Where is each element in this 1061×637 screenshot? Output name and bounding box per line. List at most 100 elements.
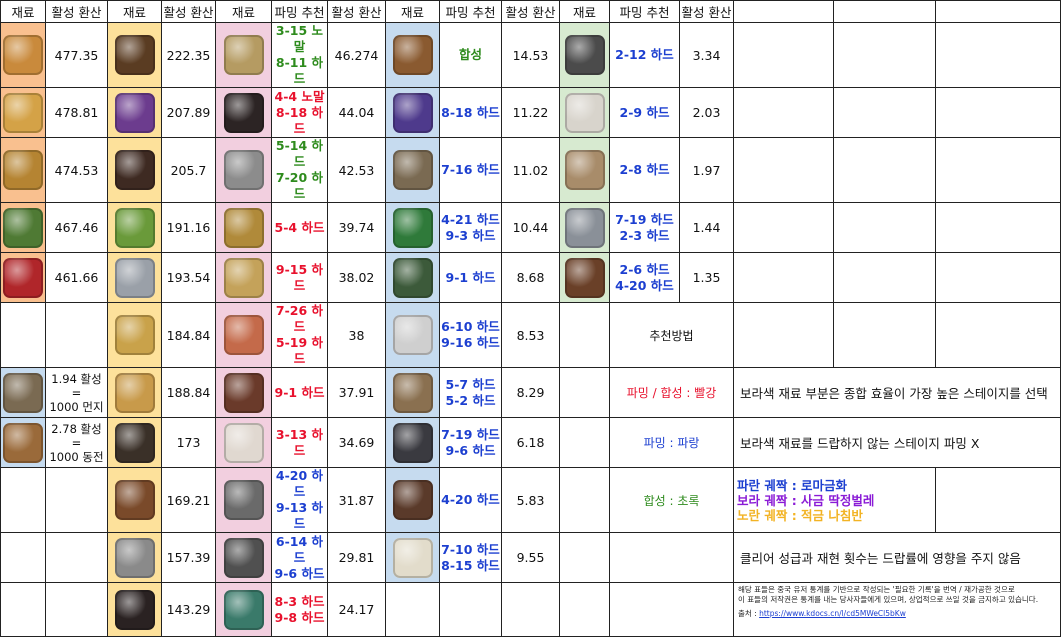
triangle-badge-icon (3, 372, 43, 413)
source-link[interactable]: https://www.kdocs.cn/l/cd5MWeCl5bKw (759, 609, 906, 618)
amber-orb-icon (114, 372, 155, 413)
brown-brush-icon (564, 257, 605, 298)
farm-stage: 5-4 하드 (271, 202, 328, 253)
header-row: 재료 활성 환산 재료 활성 환산 재료 파밍 추천 활성 환산 재료 파밍 추… (0, 0, 1061, 23)
copyright-line: 이 표들의 저작권은 통계를 내는 당사자들에게 있으며, 상업적으로 쓰일 것… (738, 595, 1039, 604)
farm-stage: 9-6 하드 (274, 565, 325, 581)
conversion-value: 34.69 (327, 417, 386, 468)
conversion-value: 31.87 (327, 467, 386, 533)
farm-stage: 8-15 하드 (441, 557, 500, 573)
table-row: 2.78 활성 = 1000 동전 173 3-13 하드 34.69 7-19 하… (0, 417, 1061, 468)
dust-ratio: 1.94 활성 (51, 371, 102, 386)
conversion-value: 6.18 (501, 417, 560, 468)
farm-stage: 8-11 하드 (275, 55, 324, 86)
conversion-value: 29.81 (327, 532, 386, 583)
conversion-value: 157.39 (161, 532, 216, 583)
farm-stage: 4-21 하드 (441, 211, 500, 227)
conversion-value: 10.44 (501, 202, 560, 253)
farm-stage: 2-9 하드 (609, 87, 680, 138)
conversion-value: 474.53 (45, 137, 108, 203)
header-material: 재료 (215, 0, 272, 23)
header-material: 재료 (107, 0, 162, 23)
header-material: 재료 (559, 0, 610, 23)
pearl-pouch-icon (223, 422, 264, 463)
legend-synth: 합성 : 초록 (609, 467, 734, 533)
copyright-line: 해당 표들은 중국 유저 통계를 기반으로 작성되는 '필요한 기록'을 번역 … (738, 585, 1015, 594)
conversion-value: 205.7 (161, 137, 216, 203)
farm-stage: 9-16 하드 (441, 335, 500, 350)
green-stone-cluster-icon (392, 257, 433, 298)
header-farming: 파밍 추천 (271, 0, 328, 23)
farm-stage: 7-20 하드 (275, 170, 324, 201)
bronze-coin-icon (3, 422, 43, 463)
header-conversion: 활성 환산 (501, 0, 560, 23)
farm-stage: 5-2 하드 (445, 392, 496, 408)
dust-amount: 1000 먼지 (49, 399, 104, 414)
farm-stage: 6-10 하드 (441, 319, 500, 334)
golden-insect-icon (114, 315, 155, 355)
conversion-value: 467.46 (45, 202, 108, 253)
dark-card-icon (223, 92, 264, 133)
conversion-value: 39.74 (327, 202, 386, 253)
parrot-figure-icon (223, 589, 264, 630)
golden-caduceus-icon (3, 92, 43, 133)
conversion-value: 1.97 (679, 137, 734, 203)
table-row: 478.81 207.89 4-4 노말 8-18 하드 44.04 8-18 하… (0, 87, 1061, 138)
table-row: 477.35 222.35 3-15 노말 8-11 하드 46.274 합성 1… (0, 22, 1061, 88)
header-empty (833, 0, 936, 23)
note-clear-rank: 클리어 성급과 재현 횟수는 드랍률에 영향을 주지 않음 (733, 532, 1061, 583)
purple-tuning-fork-icon (392, 92, 433, 133)
farm-stage: 2-6 하드 (619, 261, 670, 277)
equals-sign: = (71, 385, 82, 400)
conversion-value: 9.55 (501, 532, 560, 583)
conversion-value: 11.22 (501, 87, 560, 138)
legend-blue-chest: 파란 궤짝 : 로마금화 (737, 477, 848, 493)
header-conversion: 활성 환산 (45, 0, 108, 23)
farm-stage: 3-13 하드 (271, 417, 328, 468)
copper-locket-icon (392, 35, 433, 75)
farm-stage: 8-18 하드 (439, 87, 502, 138)
green-wreath-icon (3, 207, 43, 248)
silver-bird-icon (564, 207, 605, 248)
leather-panel-icon (223, 372, 264, 413)
conversion-value: 222.35 (161, 22, 216, 88)
red-gem-brooch-icon (3, 257, 43, 298)
glass-dome-icon (114, 422, 155, 463)
note-no-drop-stage: 보라색 재료를 드랍하지 않는 스테이지 파밍 X (733, 417, 1061, 468)
header-conversion: 활성 환산 (161, 0, 216, 23)
conversion-value: 477.35 (45, 22, 108, 88)
farm-stage: 5-14 하드 (275, 138, 324, 169)
header-empty (935, 0, 1061, 23)
farm-stage: 6-14 하드 (275, 533, 324, 565)
green-tome-icon (114, 207, 155, 248)
farm-stage: 합성 (439, 22, 502, 88)
conversion-value: 8.53 (501, 302, 560, 368)
dark-book-icon (114, 150, 155, 190)
farm-stage: 4-4 노말 (274, 88, 325, 104)
conversion-value: 24.17 (327, 582, 386, 637)
white-feather-icon (392, 537, 433, 578)
header-empty (733, 0, 834, 23)
note-purple-stage: 보라색 재료 부분은 종합 효율이 가장 높은 스테이지를 선택 (733, 367, 1061, 418)
farm-stage: 2-8 하드 (609, 137, 680, 203)
silver-quills-icon (114, 537, 155, 578)
conversion-value: 169.21 (161, 467, 216, 533)
source-label: 출처 : (738, 609, 760, 618)
header-material: 재료 (385, 0, 440, 23)
coin-ratio: 2.78 활성 (51, 421, 102, 436)
farm-stage: 2-3 하드 (619, 227, 670, 243)
header-farming: 파밍 추천 (439, 0, 502, 23)
conversion-value: 478.81 (45, 87, 108, 138)
farm-stage: 8-3 하드 (274, 593, 325, 609)
clown-figure-icon (223, 315, 264, 355)
silver-feather-icon (114, 257, 155, 298)
conversion-value: 44.04 (327, 87, 386, 138)
coin-amount: 1000 동전 (49, 449, 104, 464)
legend-purple-chest: 보라 궤짝 : 사금 딱정벌레 (737, 492, 875, 508)
header-farming: 파밍 추천 (609, 0, 680, 23)
golden-serpent-ring-icon (3, 150, 43, 190)
table-row: 184.84 7-26 하드 5-19 하드 38 6-10 하드 9-16 하드 … (0, 302, 1061, 368)
farm-stage: 9-3 하드 (445, 227, 496, 243)
conversion-value: 8.68 (501, 252, 560, 303)
silver-bowl-icon (392, 315, 433, 355)
